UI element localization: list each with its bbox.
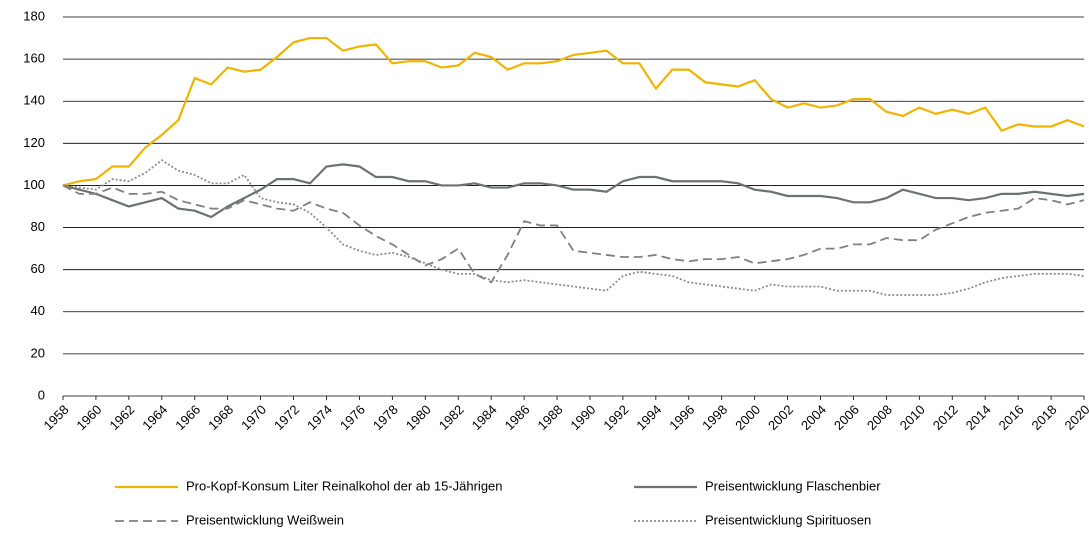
- x-tick-label: 1960: [73, 402, 104, 433]
- y-tick-label: 40: [31, 303, 45, 318]
- x-tick-label: 1984: [469, 402, 500, 433]
- x-tick-label: 1964: [139, 402, 170, 433]
- x-tick-label: 1966: [172, 402, 203, 433]
- y-tick-label: 100: [23, 177, 45, 192]
- x-tick-label: 1962: [106, 402, 137, 433]
- series-line: [62, 163, 1085, 219]
- x-tick-label: 1974: [304, 402, 335, 433]
- legend-label: Pro-Kopf-Konsum Liter Reinalkohol der ab…: [186, 478, 503, 493]
- x-tick-label: 2018: [1029, 402, 1060, 433]
- x-tick-label: 1958: [40, 402, 71, 433]
- x-tick-label: 2016: [996, 402, 1027, 433]
- y-tick-label: 0: [38, 387, 45, 402]
- x-tick-label: 1990: [567, 402, 598, 433]
- x-tick-label: 1998: [699, 402, 730, 433]
- y-tick-label: 140: [23, 93, 45, 108]
- x-tick-label: 2000: [732, 402, 763, 433]
- x-tick-label: 2004: [798, 402, 829, 433]
- legend-label: Preisentwicklung Flaschenbier: [705, 478, 881, 493]
- x-tick-label: 1972: [271, 402, 302, 433]
- y-tick-label: 120: [23, 135, 45, 150]
- x-tick-label: 2008: [864, 402, 895, 433]
- y-tick-label: 160: [23, 51, 45, 66]
- x-tick-label: 2002: [765, 402, 796, 433]
- y-tick-label: 20: [31, 345, 45, 360]
- x-tick-label: 2010: [897, 402, 928, 433]
- x-tick-label: 2006: [831, 402, 862, 433]
- series-line: [62, 36, 1085, 187]
- x-tick-label: 2020: [1061, 402, 1089, 433]
- x-tick-label: 1992: [600, 402, 631, 433]
- legend-label: Preisentwicklung Spirituosen: [705, 512, 871, 527]
- x-tick-label: 1988: [535, 402, 566, 433]
- x-tick-label: 1986: [502, 402, 533, 433]
- x-tick-label: 1968: [205, 402, 236, 433]
- x-tick-label: 1970: [238, 402, 269, 433]
- x-tick-label: 1978: [370, 402, 401, 433]
- y-tick-label: 60: [31, 261, 45, 276]
- y-tick-label: 180: [23, 8, 45, 23]
- x-tick-label: 1982: [436, 402, 467, 433]
- x-tick-label: 1996: [666, 402, 697, 433]
- y-tick-label: 80: [31, 219, 45, 234]
- series-line: [62, 184, 1085, 284]
- series-line: [62, 159, 1085, 296]
- x-tick-label: 1980: [403, 402, 434, 433]
- x-tick-label: 2012: [930, 402, 961, 433]
- legend-label: Preisentwicklung Weißwein: [186, 512, 344, 527]
- x-tick-label: 2014: [963, 402, 994, 433]
- x-tick-label: 1994: [633, 402, 664, 433]
- x-tick-label: 1976: [337, 402, 368, 433]
